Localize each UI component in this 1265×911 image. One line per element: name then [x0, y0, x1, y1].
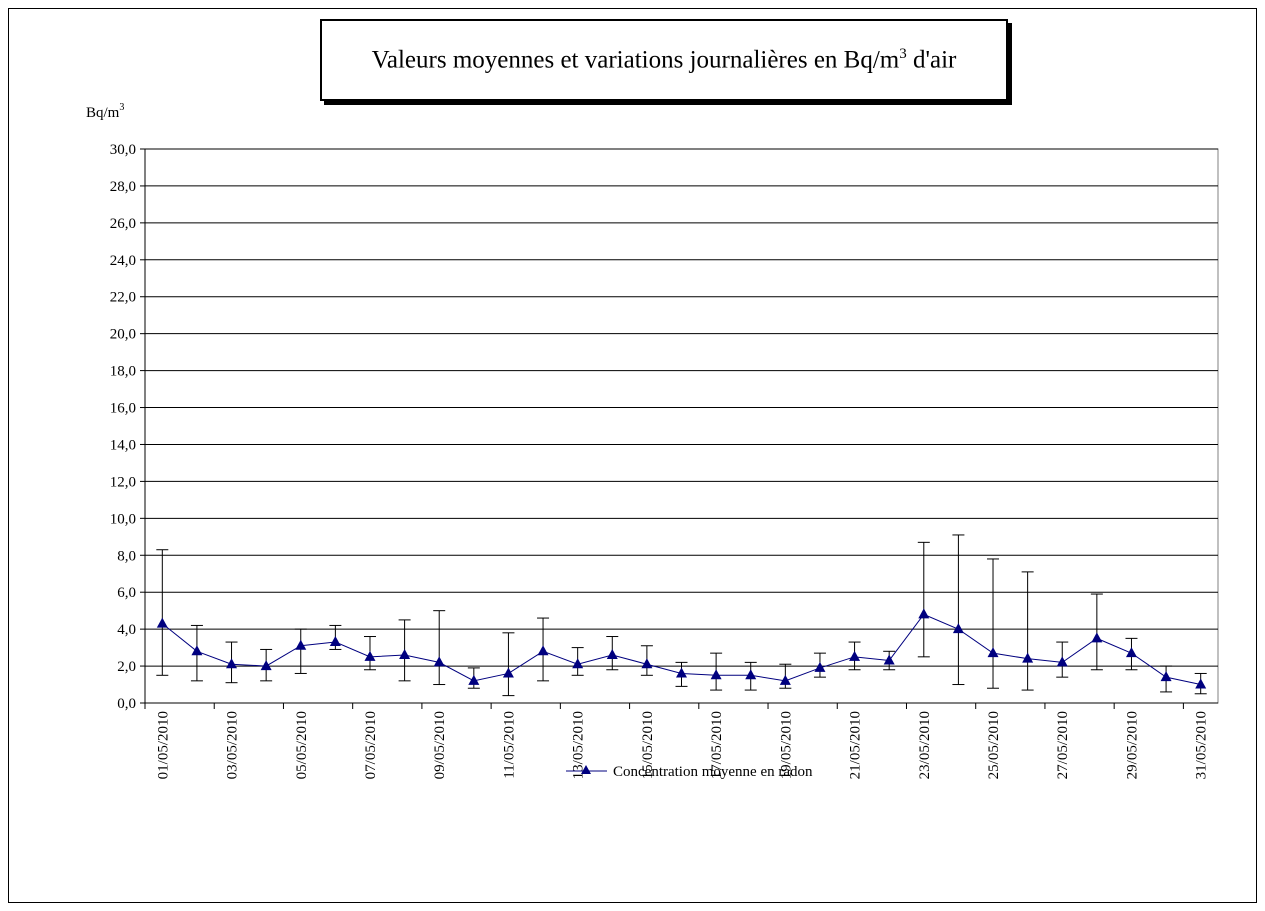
x-tick-label: 23/05/2010: [917, 711, 933, 779]
y-tick-label: 24,0: [110, 253, 136, 269]
x-tick-label: 29/05/2010: [1124, 711, 1140, 779]
y-tick-label: 22,0: [110, 290, 136, 306]
x-tick-label: 31/05/2010: [1194, 711, 1210, 779]
data-point: [191, 645, 202, 655]
error-bar: [156, 550, 168, 676]
y-tick-label: 2,0: [117, 659, 136, 675]
error-bar: [918, 542, 930, 656]
data-point: [330, 636, 341, 646]
data-point: [1161, 671, 1172, 681]
data-point: [503, 667, 514, 677]
data-point: [538, 645, 549, 655]
y-tick-label: 28,0: [110, 179, 136, 195]
data-point: [1126, 647, 1137, 657]
data-point: [953, 623, 964, 633]
y-tick-label: 10,0: [110, 511, 136, 527]
y-axis-unit-label: Bq/m3: [86, 102, 124, 121]
y-tick-label: 4,0: [117, 622, 136, 638]
series-radon: [157, 608, 1206, 688]
x-tick-label: 07/05/2010: [363, 711, 379, 779]
data-point: [1057, 656, 1068, 666]
error-bar: [952, 535, 964, 685]
x-tick-label: 21/05/2010: [848, 711, 864, 779]
error-bar: [987, 559, 999, 688]
error-bar: [295, 629, 307, 673]
data-point: [711, 669, 722, 679]
data-point: [399, 649, 410, 659]
y-tick-label: 12,0: [110, 474, 136, 490]
y-tick-label: 0,0: [117, 696, 136, 712]
data-point: [295, 640, 306, 650]
legend-label: Concentration moyenne en radon: [613, 764, 813, 780]
error-bar: [433, 611, 445, 685]
legend: Concentration moyenne en radon: [566, 764, 813, 780]
x-tick-label: 03/05/2010: [225, 711, 241, 779]
data-point: [261, 660, 272, 670]
data-point: [157, 618, 168, 628]
y-tick-label: 8,0: [117, 548, 136, 564]
data-point: [849, 651, 860, 661]
x-tick-label: 11/05/2010: [501, 711, 517, 779]
y-tick-label: 26,0: [110, 216, 136, 232]
error-bar: [1091, 594, 1103, 670]
x-tick-label: 25/05/2010: [986, 711, 1002, 779]
x-tick-label: 01/05/2010: [155, 711, 171, 779]
x-tick-label: 05/05/2010: [294, 711, 310, 779]
x-tick-label: 09/05/2010: [432, 711, 448, 779]
error-bar: [502, 633, 514, 696]
data-point: [988, 647, 999, 657]
y-tick-label: 14,0: [110, 437, 136, 453]
y-tick-label: 16,0: [110, 401, 136, 417]
y-tick-label: 6,0: [117, 585, 136, 601]
x-tick-label: 27/05/2010: [1055, 711, 1071, 779]
data-point: [607, 649, 618, 659]
data-point: [1091, 632, 1102, 642]
data-point: [918, 608, 929, 618]
y-axis: 0,0 2,0 4,0 6,0 8,0 10,0 12,0 14,0 16,0 18,0 20,0 2…: [110, 142, 145, 712]
y-tick-label: 30,0: [110, 142, 136, 158]
data-point: [364, 651, 375, 661]
y-tick-label: 20,0: [110, 327, 136, 343]
plot-area: [145, 149, 1218, 703]
y-tick-label: 18,0: [110, 364, 136, 380]
grid-lines: [145, 149, 1218, 666]
error-bar: [1022, 572, 1034, 690]
data-point: [745, 669, 756, 679]
